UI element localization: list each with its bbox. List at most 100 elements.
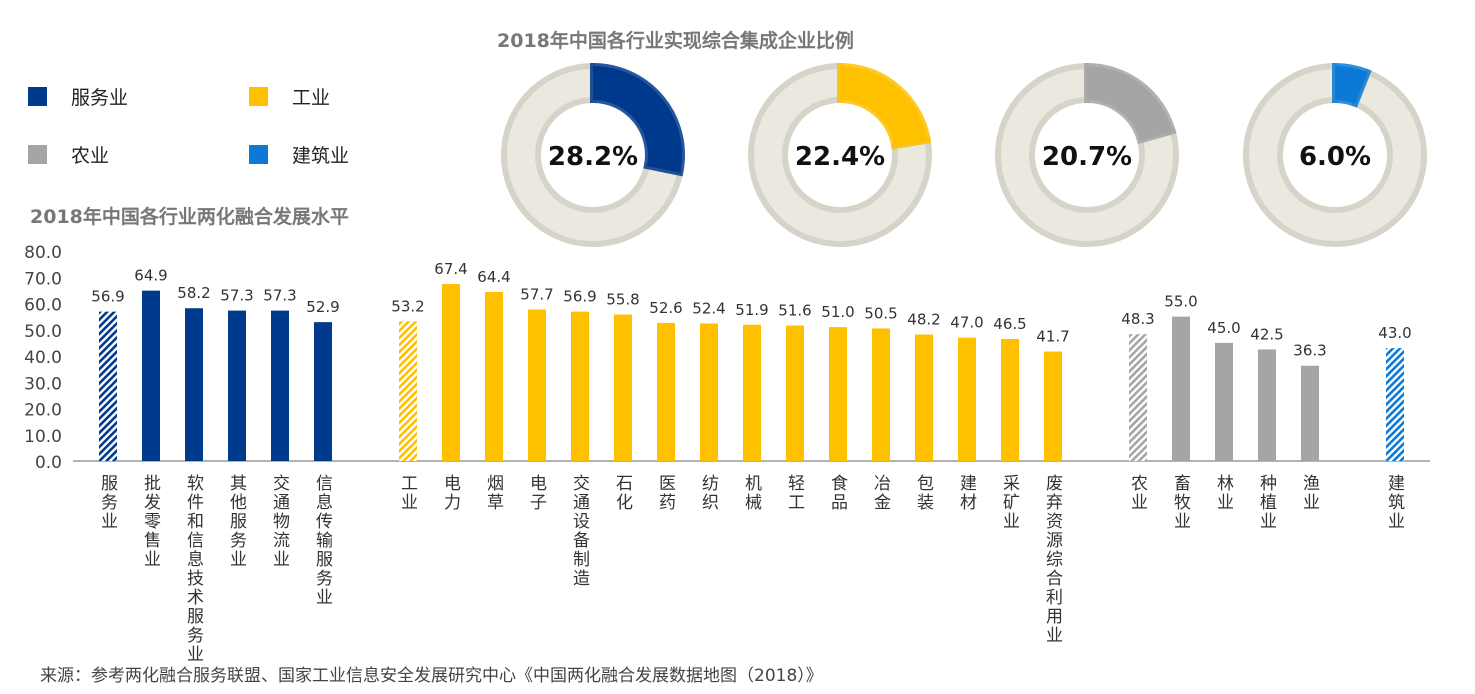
bar (1001, 338, 1019, 461)
y-tick-label: 20.0 (24, 401, 62, 421)
bar (958, 337, 976, 461)
donut-3: 6.0% (1243, 62, 1427, 247)
bar-value-label: 47.0 (950, 314, 983, 332)
bar-value-label: 36.3 (1293, 342, 1326, 360)
x-category-label: 工业 (397, 474, 417, 512)
bar (271, 310, 289, 461)
legend-label: 建筑业 (292, 145, 350, 167)
bar (185, 308, 203, 461)
y-tick-label: 30.0 (24, 374, 62, 394)
donut-label: 6.0% (1299, 142, 1371, 172)
x-category-label: 采矿业 (999, 474, 1019, 531)
bar (228, 310, 246, 461)
legend-label: 农业 (71, 145, 110, 167)
legend-label: 工业 (292, 87, 331, 109)
bar (1172, 316, 1190, 461)
bar-value-label: 57.3 (263, 287, 296, 305)
bar-group-1: 53.2 67.4 64.4 57.7 56.9 55.8 52.6 52.4 51.9 51.6… (391, 260, 1070, 461)
donut-chart-title: 2018年中国各行业实现综合集成企业比例 (497, 30, 854, 52)
x-category-label: 废弃资源综合利用业 (1042, 474, 1062, 645)
x-category-label: 电子 (526, 474, 546, 512)
bar-value-label: 58.2 (177, 284, 210, 302)
donut-remainder (995, 62, 1179, 247)
bar-value-label: 48.3 (1121, 310, 1154, 328)
bar (99, 311, 117, 461)
x-category-label: 建材 (956, 474, 976, 512)
legend-industry: 工业 (249, 83, 330, 110)
donut-remainder (748, 62, 932, 247)
bar-value-label: 46.5 (993, 315, 1026, 333)
x-category-label: 烟草 (483, 474, 503, 512)
donut-label: 22.4% (795, 142, 885, 172)
bar-group-3: 43.0 (1378, 324, 1412, 461)
bar (872, 328, 890, 461)
x-category-label: 食品 (827, 474, 847, 512)
bar-value-label: 41.7 (1036, 328, 1069, 346)
bar-value-label: 55.0 (1164, 293, 1197, 311)
x-category-label: 冶金 (870, 474, 890, 512)
bar-value-label: 57.7 (520, 286, 553, 304)
legend-swatch (28, 87, 47, 106)
bar-value-label: 53.2 (391, 297, 424, 315)
x-category-label: 纺织 (698, 474, 718, 512)
x-category-label: 电力 (440, 474, 460, 512)
bar (485, 291, 503, 461)
y-tick-label: 80.0 (24, 243, 62, 263)
bar (1044, 351, 1062, 461)
x-category-label: 医药 (655, 474, 675, 512)
bar-value-label: 64.4 (477, 268, 510, 286)
donut-label: 28.2% (548, 142, 638, 172)
bar-chart-title: 2018年中国各行业两化融合发展水平 (30, 206, 349, 228)
bar-value-label: 51.6 (778, 302, 811, 320)
bar-value-label: 48.2 (907, 310, 940, 328)
bar (399, 321, 417, 461)
bar (1215, 342, 1233, 461)
x-category-label: 其他服务业 (226, 474, 246, 569)
x-category-label: 服务业 (97, 474, 117, 531)
bar-value-label: 57.3 (220, 287, 253, 305)
legend-swatch (249, 87, 268, 106)
bar-value-label: 52.4 (692, 299, 725, 317)
x-category-label: 渔业 (1299, 474, 1319, 512)
bar (1129, 334, 1147, 461)
x-category-label: 轻工 (784, 474, 804, 512)
y-tick-label: 0.0 (35, 453, 62, 473)
bar-group-2: 48.3 55.0 45.0 42.5 36.3 (1121, 293, 1327, 461)
bar (571, 311, 589, 461)
x-category-label: 软件和信息技术服务业 (183, 474, 203, 664)
bar (1386, 348, 1404, 461)
y-tick-label: 60.0 (24, 296, 62, 316)
donut-0: 28.2% (501, 62, 685, 247)
bar-value-label: 56.9 (91, 288, 124, 306)
donut-slice (837, 62, 932, 150)
bar (442, 284, 460, 461)
y-tick-label: 50.0 (24, 322, 62, 342)
bar (614, 314, 632, 461)
source-note: 来源：参考两化融合服务联盟、国家工业信息安全发展研究中心《中国两化融合发展数据地… (40, 666, 823, 686)
bar-value-label: 50.5 (864, 304, 897, 322)
bar-value-label: 42.5 (1250, 325, 1283, 343)
x-category-label: 机械 (741, 474, 761, 512)
bar-value-label: 45.0 (1207, 319, 1240, 337)
bar (743, 324, 761, 461)
legend-swatch (249, 145, 268, 164)
bar (1258, 349, 1276, 461)
x-category-label: 畜牧业 (1170, 474, 1190, 531)
donut-remainder (1243, 62, 1427, 247)
x-category-label: 交通物流业 (269, 474, 289, 569)
bar-value-label: 55.8 (606, 291, 639, 309)
bar (314, 322, 332, 461)
donut-label: 20.7% (1042, 142, 1132, 172)
bar (528, 309, 546, 461)
bar-value-label: 56.9 (563, 288, 596, 306)
bar (700, 323, 718, 461)
y-axis: 0.0 10.0 20.0 30.0 40.0 50.0 60.0 70.0 80.0 (24, 243, 62, 473)
bar (142, 290, 160, 461)
legend-construction: 建筑业 (249, 141, 349, 168)
x-category-label: 信息传输服务业 (312, 474, 332, 607)
bar (786, 325, 804, 461)
x-category-label: 林业 (1213, 474, 1233, 512)
bar-value-label: 51.0 (821, 303, 854, 321)
x-category-label: 包装 (913, 474, 933, 512)
